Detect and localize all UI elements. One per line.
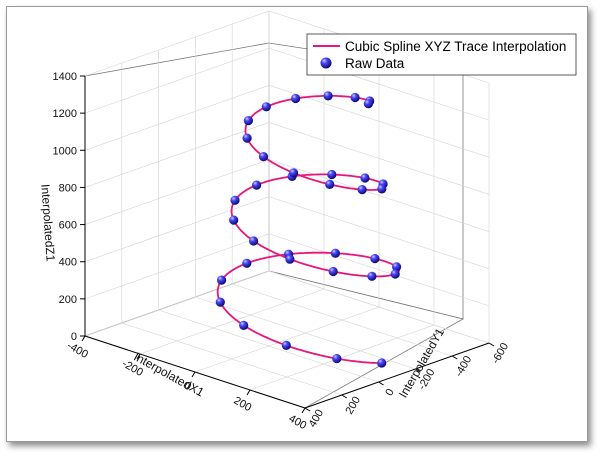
axes [80,75,495,414]
raw-data-point [325,179,335,189]
y-tick [415,368,421,373]
legend-marker-raw [320,57,332,69]
z-tick-label: 1200 [53,108,77,120]
legend-label-raw: Raw Data [345,56,405,71]
y-axis-line [304,342,490,409]
raw-data-point [330,248,340,258]
raw-data-point [357,185,367,195]
raw-data-point [217,275,227,285]
y-tick [341,394,348,399]
z-tick-label: 600 [59,220,77,232]
y-gridline [231,24,453,357]
y-gridline [121,63,342,396]
z-tick-label: 1400 [53,71,77,83]
z-tick-label: 400 [59,257,77,269]
raw-data-point [242,258,252,268]
y-gridline [268,11,490,344]
raw-data-point [327,169,337,180]
raw-data-point [367,271,377,281]
raw-data-point [350,92,360,103]
raw-data-point [377,184,387,194]
raw-data-point [291,93,301,104]
raw-data-point [229,215,239,225]
raw-data-point [285,254,295,264]
x-tick-label: 200 [232,395,254,414]
raw-data-point [249,236,259,246]
raw-data-point [390,269,400,279]
raw-data-point [392,262,402,272]
x-tick-label: 400 [287,413,309,432]
z-tick-label: 1000 [53,145,77,157]
raw-data-point [215,297,225,307]
y-tick [488,342,495,347]
raw-data-point [289,168,299,178]
legend-label-spline: Cubic Spline XYZ Trace Interpolation [345,39,566,54]
legend-box [306,33,577,76]
raw-data-point [328,266,338,277]
y-tick-label: -400 [453,354,474,379]
chart-frame: 0 200 400 600 800 1000 1200 1400 -400 -200 0 200 400… [6,6,588,442]
x-tick [81,335,86,342]
legend: Cubic Spline XYZ Trace Interpolation Raw… [306,33,577,76]
raw-data-point [323,91,333,101]
y-tick [451,355,458,360]
z-axis-label: InterpolatedZ1 [38,184,57,262]
gridlines [84,10,490,409]
y-gridline [195,37,416,370]
raw-data-point [258,152,269,162]
raw-data-point [360,173,370,183]
z-tick-label: 0 [71,331,77,343]
y-gridline [158,50,379,383]
x-tick [191,371,196,378]
raw-data-point [243,116,253,126]
x-tick [246,389,251,396]
raw-data-point [281,340,291,350]
raw-data-point [370,254,380,264]
raw-data-point [252,180,262,190]
x-tick [301,407,306,414]
z-tick-label: 800 [59,182,77,194]
raw-data-point [261,102,271,112]
x-tick [136,353,141,360]
chart-svg: 0200400600800100012001400-400-2000200400… [38,10,577,432]
raw-data-point [332,354,342,364]
raw-data-point [230,195,240,205]
y-tick-label: 0 [383,387,396,398]
z-tick-label: 200 [59,294,77,306]
raw-data-point [239,320,249,330]
x-tick-label: 0 [182,380,193,393]
y-tick-label: -600 [490,341,511,366]
raw-data-points [215,91,402,368]
raw-data-point [242,133,252,143]
raw-data-point [363,99,373,109]
y-tick [378,381,384,386]
y-tick [304,407,311,412]
x-tick-label: -400 [65,340,90,361]
raw-data-point [377,358,387,368]
